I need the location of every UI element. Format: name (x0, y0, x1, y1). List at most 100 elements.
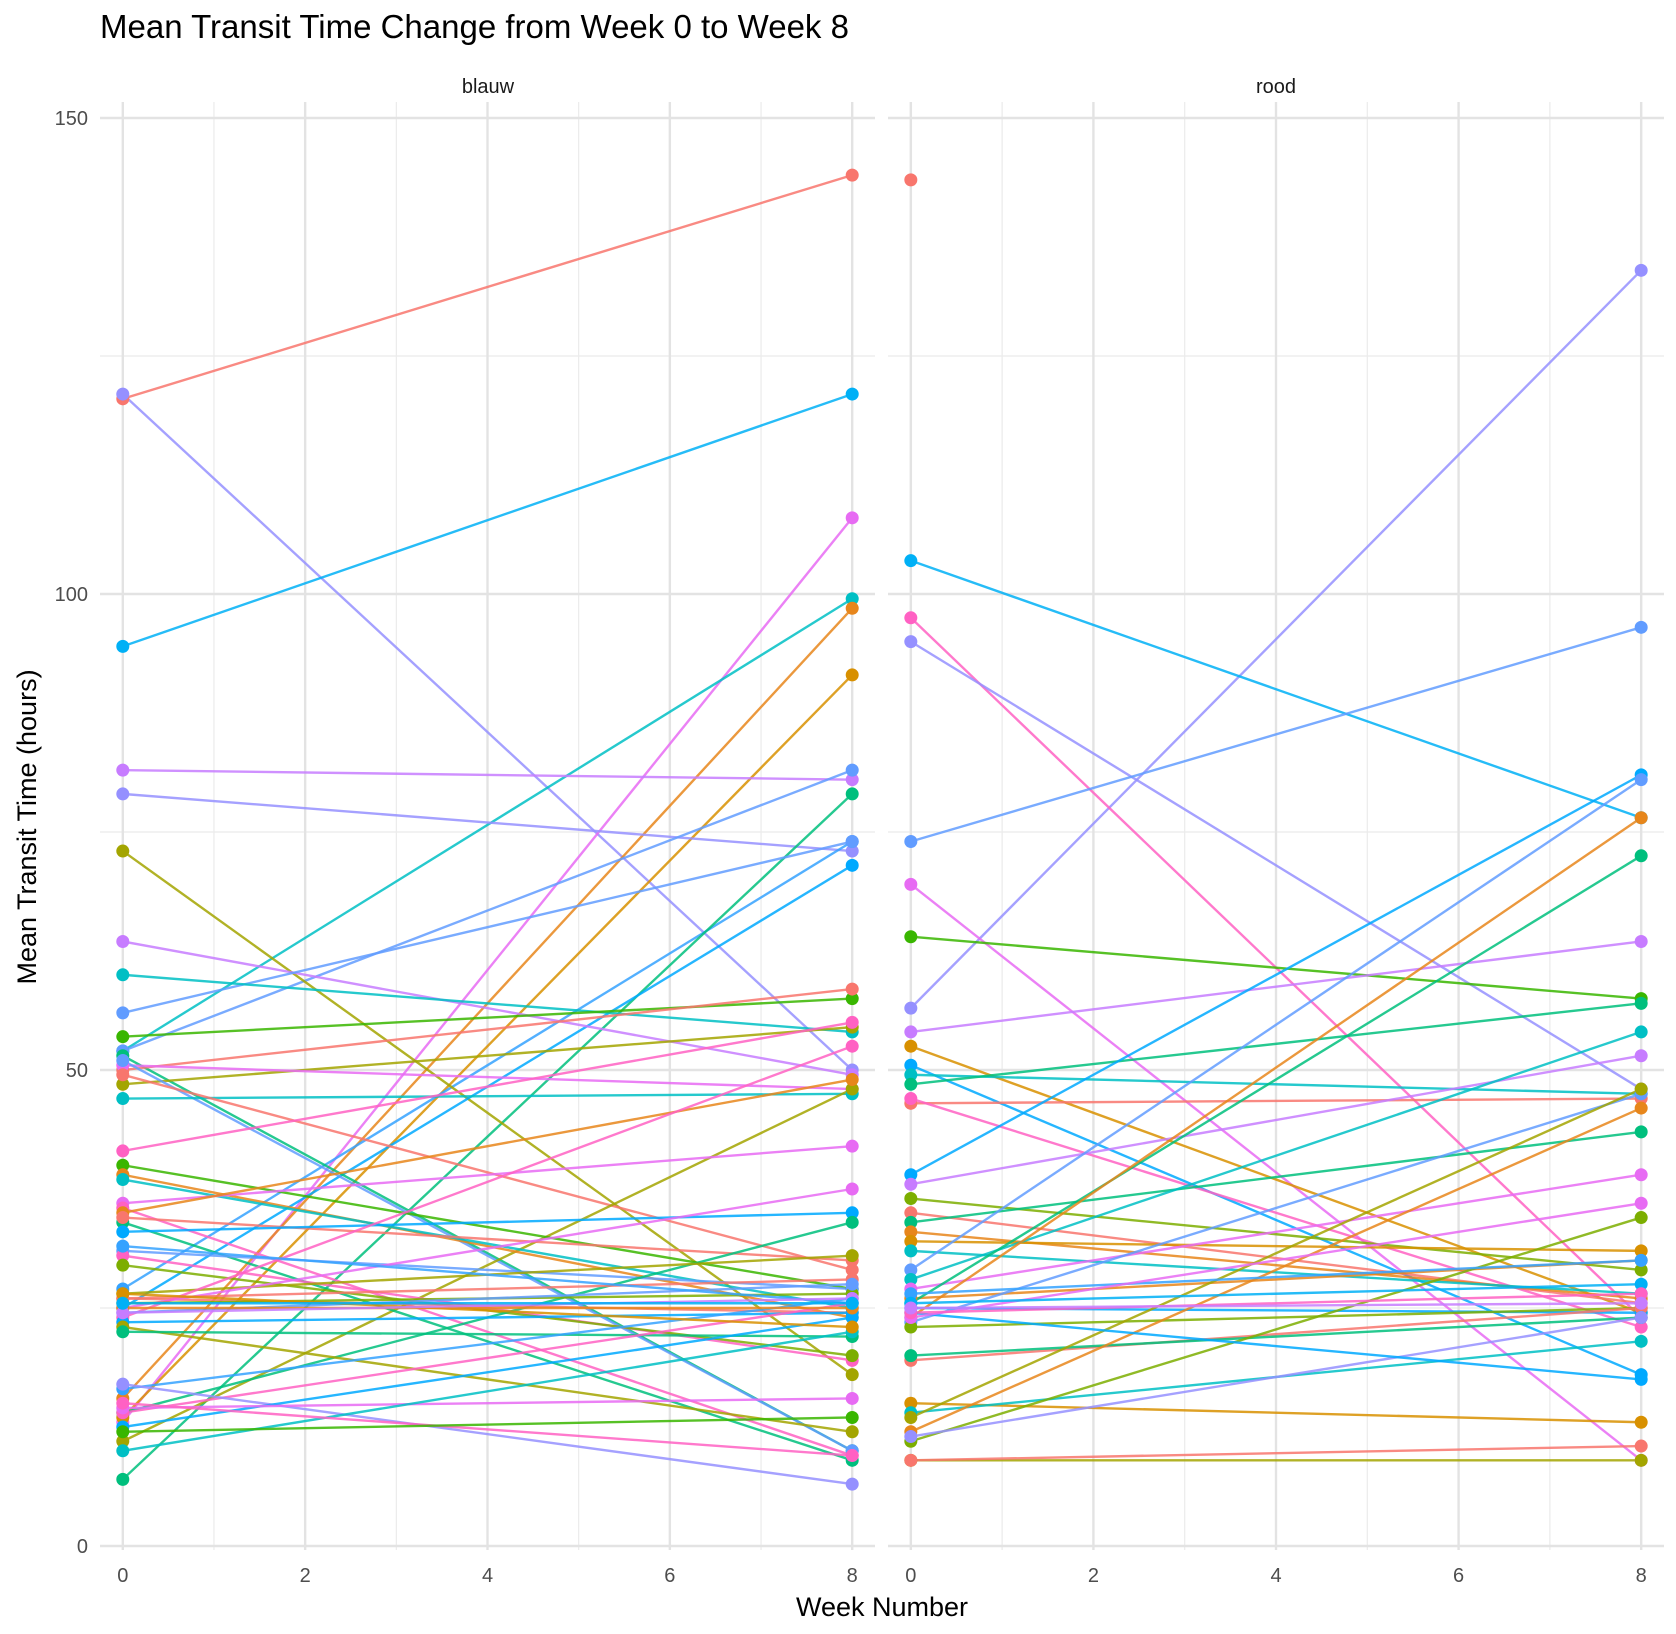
data-point (845, 601, 859, 615)
data-point (116, 1444, 130, 1458)
y-axis-title: Mean Transit Time (hours) (12, 669, 42, 984)
series-points (904, 173, 1648, 1467)
series-line (122, 1297, 853, 1391)
data-point (904, 1077, 918, 1091)
series-lines (909, 269, 1643, 1462)
data-point (1634, 934, 1648, 948)
x-tick-label: 8 (847, 1565, 858, 1587)
series-line (122, 1087, 853, 1443)
data-point (845, 1015, 859, 1029)
data-point (845, 787, 859, 801)
data-point (1634, 1244, 1648, 1258)
data-point (904, 1396, 918, 1410)
data-point (116, 1077, 130, 1091)
series-line (910, 1087, 1642, 1419)
series-line (910, 1130, 1642, 1224)
series-line (122, 997, 853, 1038)
data-point (845, 1477, 859, 1491)
series-line (910, 1045, 1642, 1314)
series-line (910, 854, 1642, 1305)
data-point (845, 1311, 859, 1325)
series-line (910, 1240, 1642, 1253)
x-axis-title: Week Number (796, 1592, 968, 1622)
series-line (910, 1292, 1642, 1314)
data-point (904, 877, 918, 891)
x-tick-label: 6 (1453, 1565, 1464, 1587)
data-point (904, 554, 918, 568)
data-point (116, 1434, 130, 1448)
data-point (845, 835, 859, 849)
data-point (116, 1296, 130, 1310)
data-point (904, 635, 918, 649)
data-point (1634, 1263, 1648, 1277)
data-point (116, 787, 130, 801)
data-point (1634, 1101, 1648, 1115)
series-line (910, 1316, 1642, 1438)
data-point (845, 1425, 859, 1439)
chart-title: Mean Transit Time Change from Week 0 to … (100, 8, 849, 45)
data-point (1634, 1453, 1648, 1467)
data-point (904, 1320, 918, 1334)
data-point (116, 1325, 130, 1339)
data-point (904, 1001, 918, 1015)
data-point (116, 1053, 130, 1067)
data-point (116, 1239, 130, 1253)
data-point (845, 1320, 859, 1334)
data-point (904, 1430, 918, 1444)
data-point (904, 1092, 918, 1106)
data-point (845, 1368, 859, 1382)
data-point (845, 1249, 859, 1263)
data-point (1634, 1334, 1648, 1348)
y-tick-label: 150 (55, 108, 88, 130)
series-points (116, 168, 859, 1491)
data-point (845, 1263, 859, 1277)
strip-label-rood: rood (1256, 76, 1296, 98)
data-point (116, 1287, 130, 1301)
series-line (910, 1316, 1642, 1357)
data-point (1634, 1320, 1648, 1334)
series-line (122, 1073, 853, 1272)
series-line (909, 269, 1643, 1009)
y-tick-label: 100 (55, 584, 88, 606)
data-point (1634, 620, 1648, 634)
data-point (904, 835, 918, 849)
data-point (845, 844, 859, 858)
data-point (904, 1206, 918, 1220)
series-line (910, 1073, 1642, 1095)
data-point (904, 173, 918, 187)
data-point (845, 858, 859, 872)
series-line (122, 1025, 853, 1086)
data-point (845, 1206, 859, 1220)
series-line (910, 883, 1642, 1462)
data-point (1634, 1415, 1648, 1429)
data-point (1634, 1296, 1648, 1310)
data-point (904, 1068, 918, 1082)
series-line (122, 1092, 853, 1100)
series-line (910, 1097, 1642, 1105)
data-point (1634, 1211, 1648, 1225)
x-tick-label: 6 (664, 1565, 675, 1587)
x-tick-label: 4 (482, 1565, 493, 1587)
series-line (122, 1278, 853, 1300)
data-point (904, 1410, 918, 1424)
data-point (845, 1391, 859, 1405)
series-line (122, 1325, 853, 1433)
y-axis: 0 50 100 150 (55, 108, 88, 1558)
series-line (122, 1021, 853, 1153)
series-line (910, 1311, 1642, 1381)
strip-label-blauw: blauw (462, 76, 515, 98)
data-point (1634, 1168, 1648, 1182)
data-point (845, 668, 859, 682)
x-tick-label: 8 (1636, 1565, 1647, 1587)
data-point (1634, 1287, 1648, 1301)
y-tick-label: 50 (66, 1060, 88, 1082)
data-point (116, 844, 130, 858)
series-line (122, 1059, 853, 1452)
series-line (910, 940, 1642, 1034)
series-line (122, 1144, 853, 1205)
series-line (122, 1178, 853, 1310)
y-tick-label: 0 (77, 1536, 88, 1558)
series-line (910, 778, 1642, 1271)
series-line (910, 1402, 1642, 1424)
x-tick-label: 0 (117, 1565, 128, 1587)
